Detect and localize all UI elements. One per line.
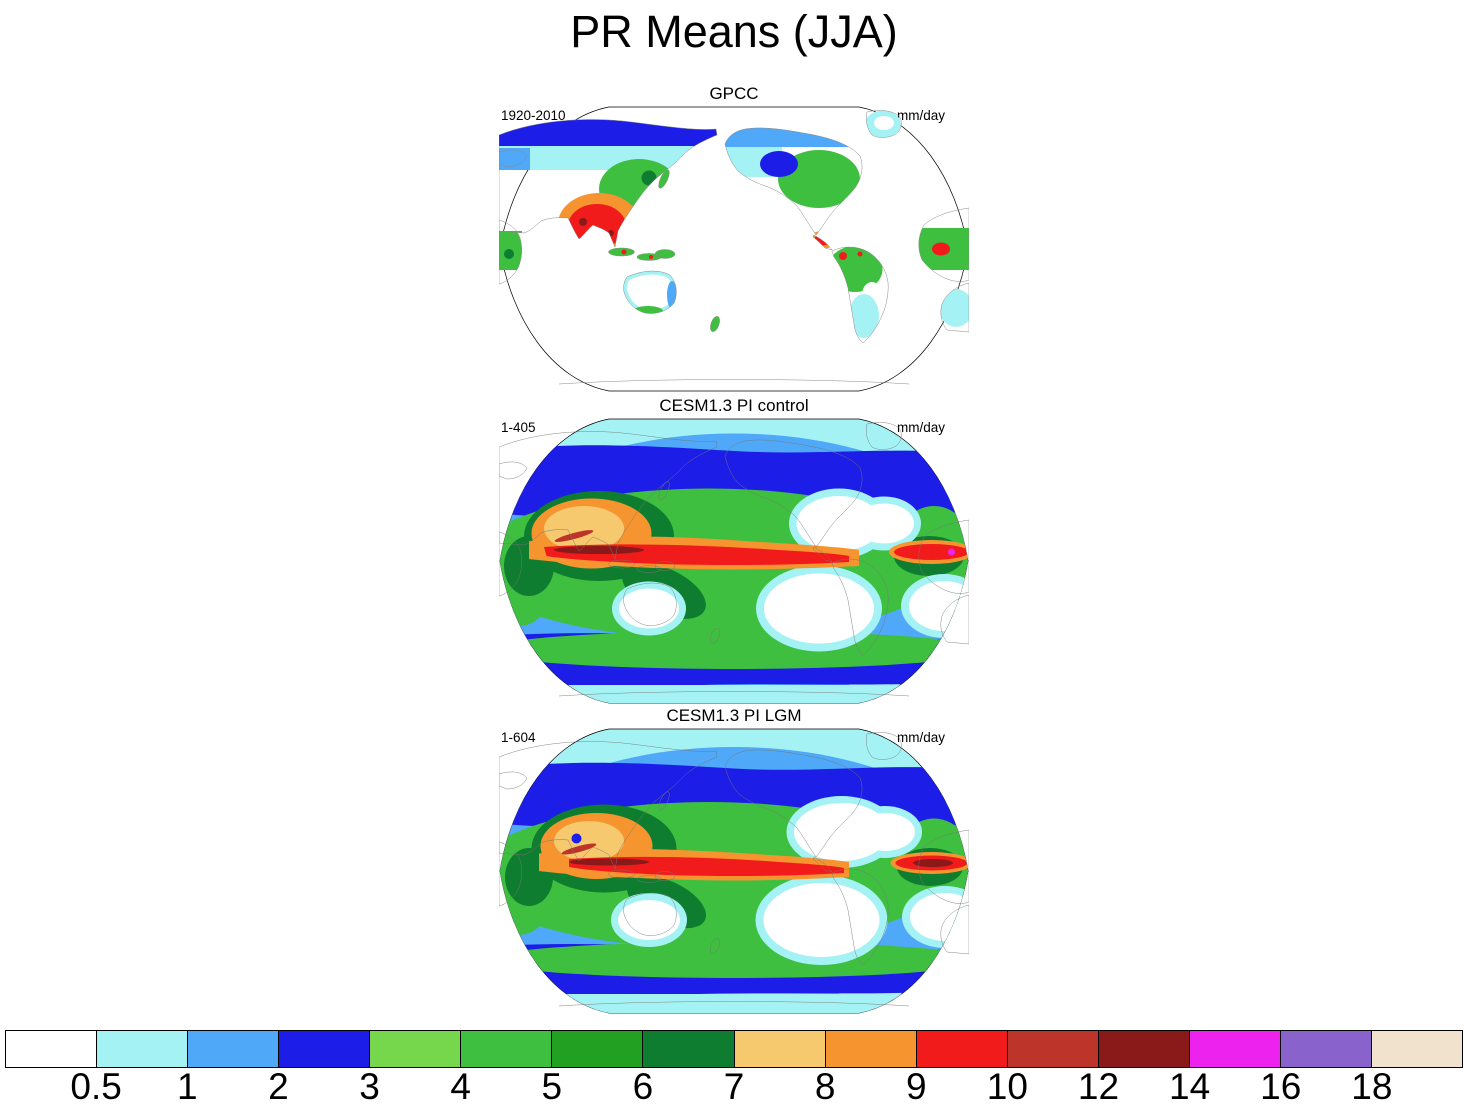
colorbar-cell (643, 1031, 735, 1067)
panel-pi-lgm: CESM1.3 PI LGM 1-604 mm/day (499, 706, 969, 1018)
colorbar-cell (1280, 1031, 1372, 1067)
colorbar-cell (1189, 1031, 1281, 1067)
colorbar-cell (6, 1031, 98, 1067)
colorbar-tick-label: 0.5 (70, 1066, 122, 1107)
colorbar-tick-label: 8 (814, 1066, 836, 1107)
panel-pi-lgm-units: mm/day (896, 730, 945, 745)
colorbar-tick-label: 7 (723, 1066, 745, 1107)
panel-pi-control: CESM1.3 PI control 1-405 mm/day (499, 396, 969, 708)
colorbar-cell (97, 1031, 189, 1067)
colorbar-cell (1098, 1031, 1190, 1067)
colorbar-tick-label: 3 (359, 1066, 380, 1107)
panel-pi-lgm-period: 1-604 (501, 730, 536, 745)
panel-gpcc-period: 1920-2010 (501, 108, 566, 123)
colorbar-tick-label: 9 (905, 1066, 927, 1107)
colorbar-cell (1007, 1031, 1099, 1067)
colorbar-tick-label: 1 (176, 1066, 198, 1107)
map-pi-lgm (499, 728, 969, 1014)
panel-pi-lgm-title: CESM1.3 PI LGM (666, 706, 802, 725)
map-gpcc (499, 106, 969, 392)
colorbar-tick-label: 12 (1077, 1066, 1120, 1107)
colorbar-tick-label: 2 (268, 1066, 289, 1107)
colorbar-cell (188, 1031, 280, 1067)
colorbar-cell (461, 1031, 553, 1067)
colorbar-cell (734, 1031, 826, 1067)
panel-gpcc-units: mm/day (896, 108, 945, 123)
figure-title: PR Means (JJA) (570, 6, 898, 57)
colorbar-cell (916, 1031, 1008, 1067)
colorbar-tick-label: 16 (1260, 1066, 1302, 1107)
colorbar-tick-label: 6 (632, 1066, 654, 1107)
colorbar-cell (279, 1031, 371, 1067)
panel-pi-control-period: 1-405 (501, 420, 536, 435)
colorbar-cell (370, 1031, 462, 1067)
panel-gpcc-title: GPCC (709, 84, 759, 103)
panel-gpcc: GPCC 1920-2010 mm/day (499, 84, 969, 396)
map-pi-control (499, 418, 969, 704)
colorbar-cell (1371, 1031, 1462, 1067)
colorbar-cell (825, 1031, 917, 1067)
colorbar-labels: 0.5 1 2 3 4 5 6 7 8 9 10 12 14 16 18 (5, 1066, 1463, 1110)
colorbar-cell (552, 1031, 644, 1067)
colorbar-tick-label: 14 (1169, 1066, 1211, 1107)
colorbar-tick-label: 18 (1351, 1066, 1393, 1107)
colorbar-tick-label: 5 (541, 1066, 563, 1107)
colorbar (5, 1030, 1463, 1068)
panel-pi-control-units: mm/day (896, 420, 945, 435)
colorbar-tick-label: 10 (986, 1066, 1028, 1107)
colorbar-tick-label: 4 (450, 1066, 471, 1107)
panel-pi-control-title: CESM1.3 PI control (659, 396, 809, 415)
